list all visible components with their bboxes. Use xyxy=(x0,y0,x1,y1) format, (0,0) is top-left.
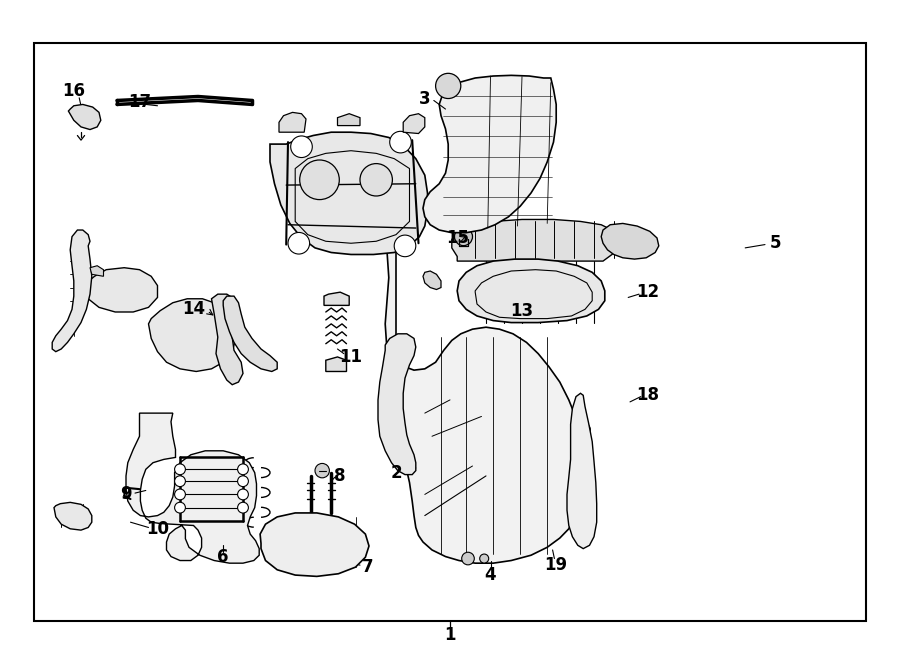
Circle shape xyxy=(238,464,248,475)
Text: 9: 9 xyxy=(121,485,131,504)
Polygon shape xyxy=(423,271,441,290)
Circle shape xyxy=(300,160,339,200)
Polygon shape xyxy=(148,299,236,371)
Circle shape xyxy=(360,163,392,196)
Circle shape xyxy=(390,132,411,153)
Polygon shape xyxy=(423,75,556,233)
Polygon shape xyxy=(567,393,597,549)
Text: 13: 13 xyxy=(510,301,534,320)
Text: 17: 17 xyxy=(128,93,151,112)
Text: 11: 11 xyxy=(339,348,363,366)
Circle shape xyxy=(480,554,489,563)
Polygon shape xyxy=(601,223,659,259)
Text: 15: 15 xyxy=(446,229,469,247)
Polygon shape xyxy=(452,219,619,261)
Circle shape xyxy=(436,73,461,98)
Text: 19: 19 xyxy=(544,556,568,574)
Circle shape xyxy=(315,463,329,478)
Circle shape xyxy=(288,233,310,254)
Polygon shape xyxy=(212,294,243,385)
Bar xyxy=(34,43,866,621)
Polygon shape xyxy=(403,114,425,134)
Text: 1: 1 xyxy=(445,625,455,644)
Text: 5: 5 xyxy=(770,234,781,253)
Polygon shape xyxy=(279,112,306,132)
Circle shape xyxy=(394,235,416,256)
Circle shape xyxy=(454,227,472,246)
Text: 2: 2 xyxy=(391,463,401,482)
Polygon shape xyxy=(338,114,360,126)
Text: 18: 18 xyxy=(636,386,660,405)
Text: 3: 3 xyxy=(419,90,430,108)
Polygon shape xyxy=(270,132,428,254)
Circle shape xyxy=(291,136,312,157)
Circle shape xyxy=(183,323,204,344)
Circle shape xyxy=(175,502,185,513)
Polygon shape xyxy=(457,259,605,323)
Circle shape xyxy=(175,464,185,475)
Circle shape xyxy=(175,489,185,500)
Polygon shape xyxy=(260,513,369,576)
Polygon shape xyxy=(378,334,416,475)
Circle shape xyxy=(175,476,185,486)
Circle shape xyxy=(462,552,474,565)
Polygon shape xyxy=(126,413,259,563)
Polygon shape xyxy=(52,230,92,352)
Polygon shape xyxy=(83,268,158,312)
Circle shape xyxy=(576,422,590,437)
Circle shape xyxy=(238,489,248,500)
Text: 14: 14 xyxy=(182,300,205,319)
Text: 4: 4 xyxy=(485,566,496,584)
Circle shape xyxy=(238,476,248,486)
Polygon shape xyxy=(90,266,104,276)
Circle shape xyxy=(238,502,248,513)
Text: 16: 16 xyxy=(62,82,86,100)
Polygon shape xyxy=(326,357,346,371)
Text: 6: 6 xyxy=(218,547,229,566)
Text: 7: 7 xyxy=(362,558,373,576)
Polygon shape xyxy=(68,104,101,130)
Text: 12: 12 xyxy=(636,283,660,301)
Polygon shape xyxy=(324,292,349,305)
Polygon shape xyxy=(223,296,277,371)
Polygon shape xyxy=(385,205,583,563)
Text: 8: 8 xyxy=(335,467,346,485)
Polygon shape xyxy=(54,502,92,530)
Text: 10: 10 xyxy=(146,520,169,538)
